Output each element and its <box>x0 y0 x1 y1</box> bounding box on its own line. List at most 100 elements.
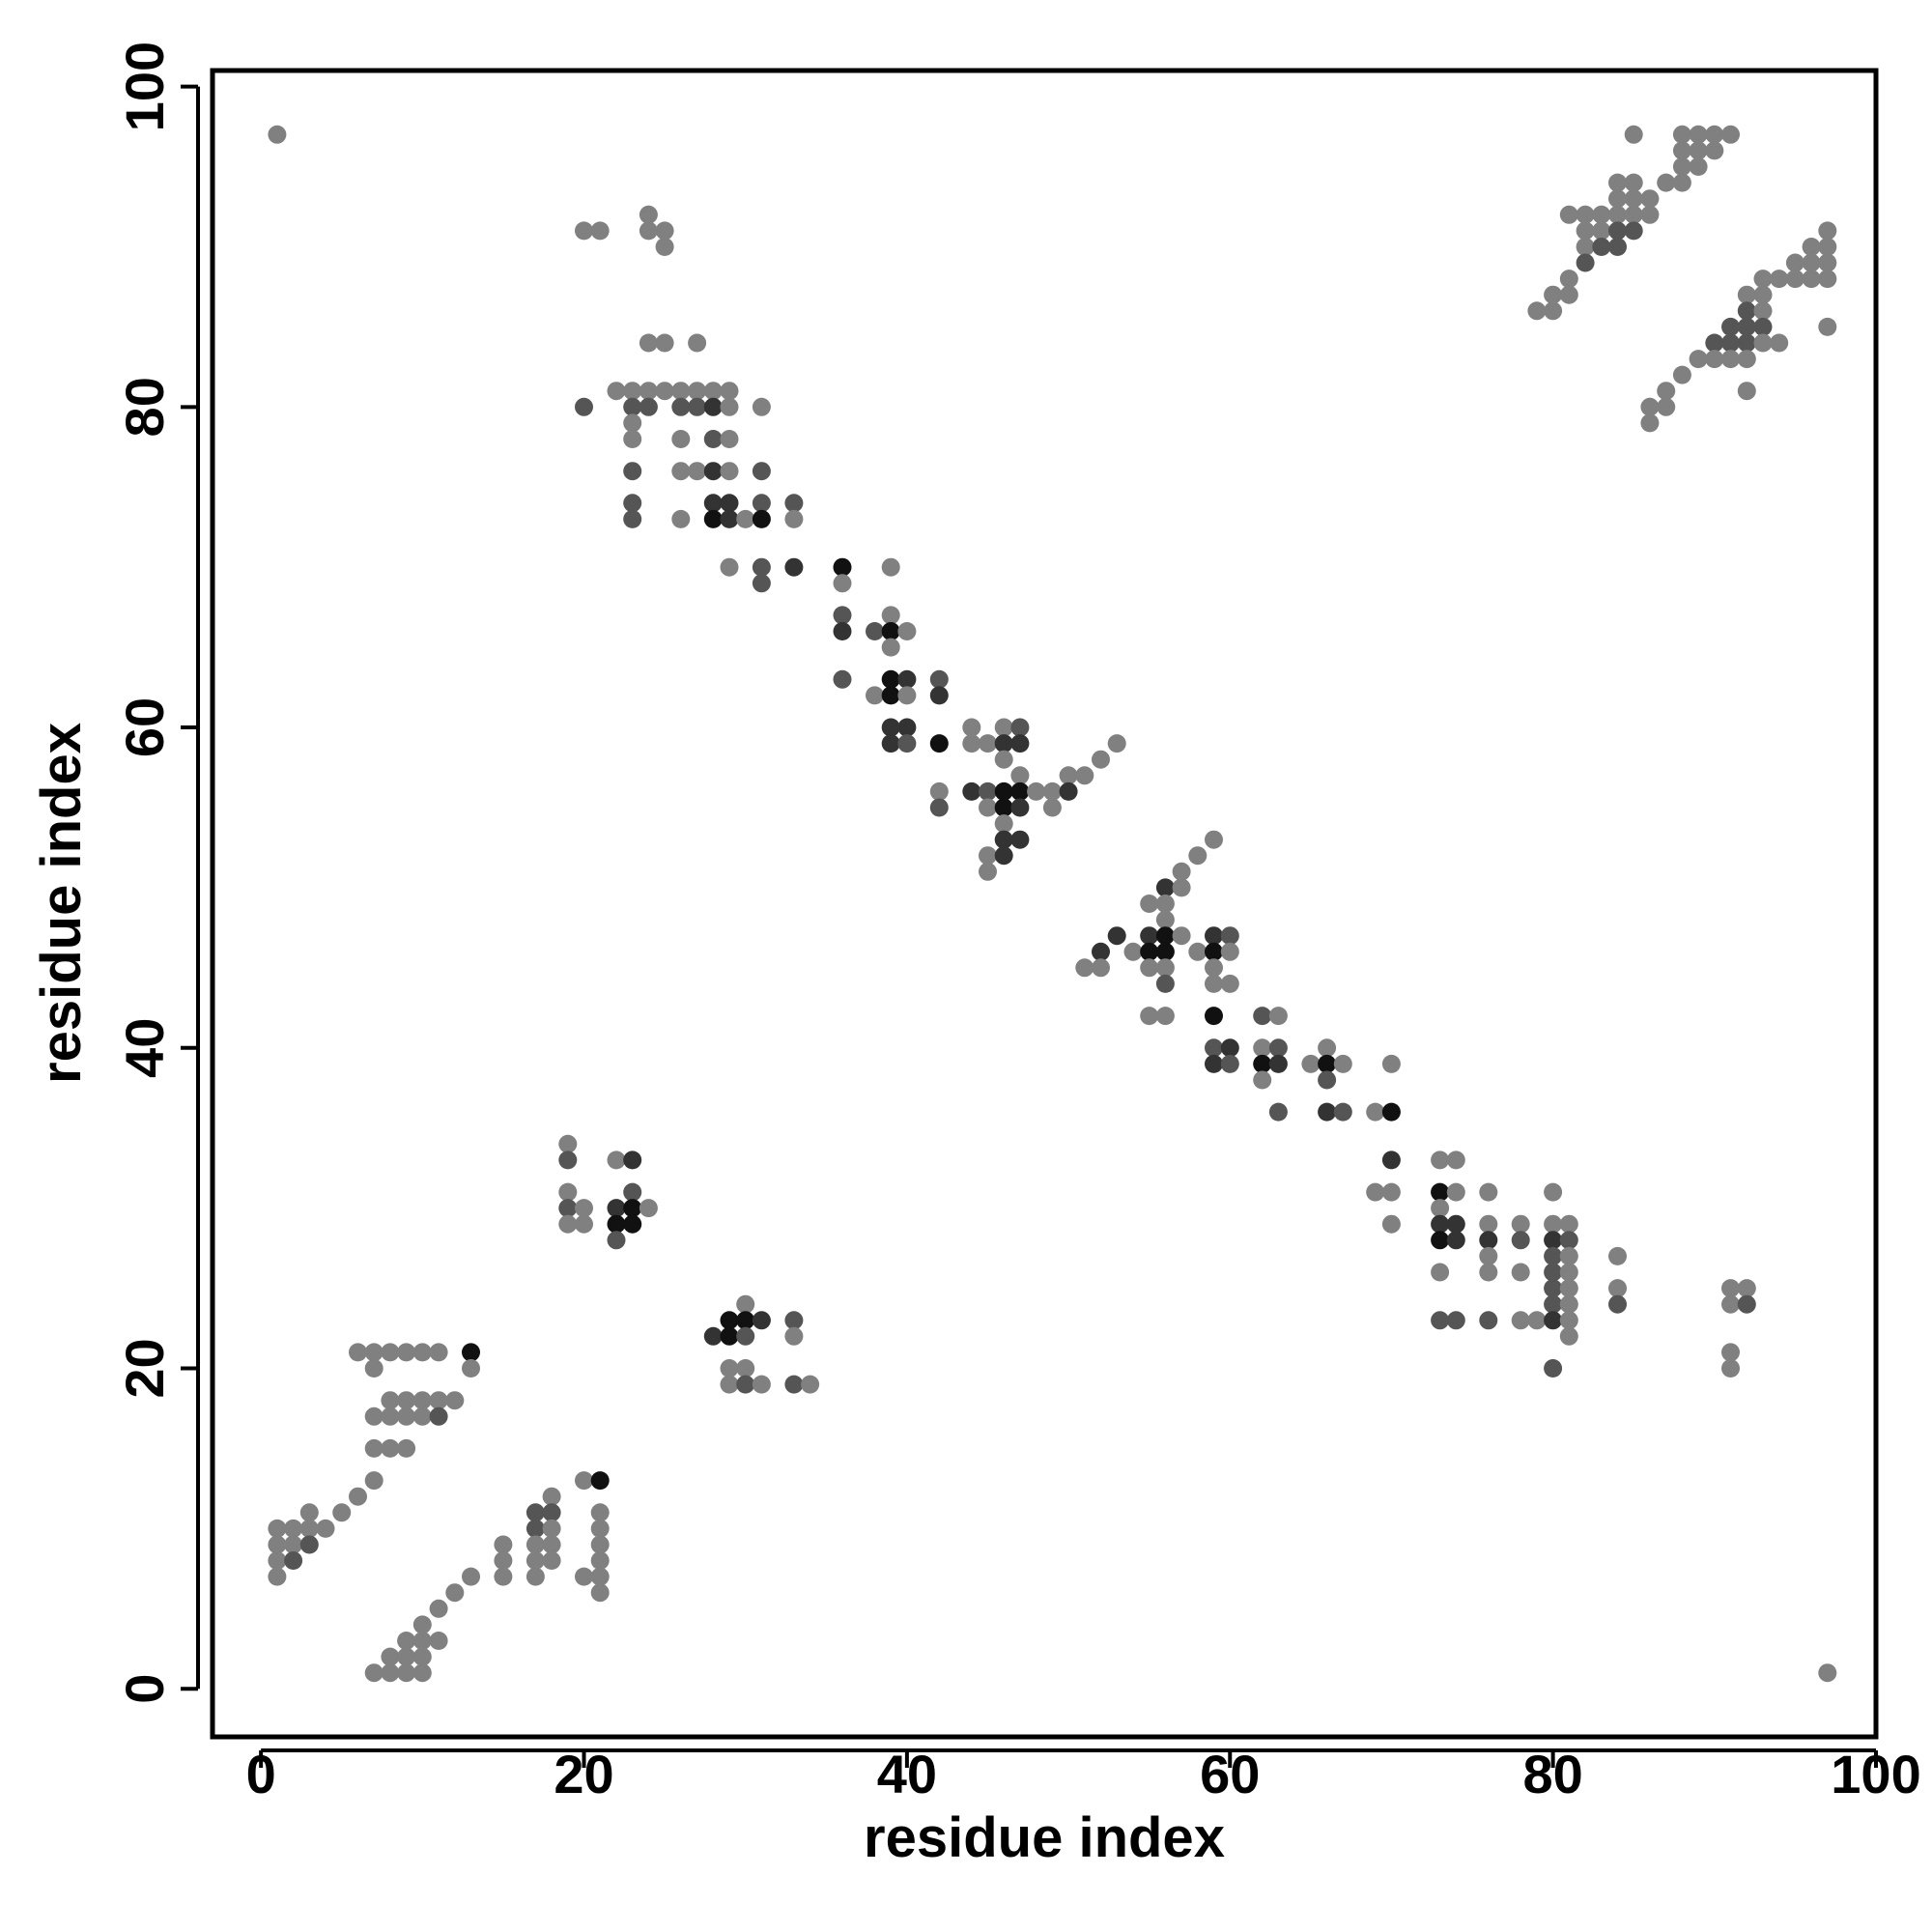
contact-point <box>1527 1311 1547 1330</box>
contact-point <box>1608 189 1627 209</box>
contact-point <box>1431 1311 1450 1330</box>
contact-point <box>607 1231 626 1250</box>
contact-point <box>397 1438 416 1458</box>
x-tick-label: 20 <box>554 1744 613 1804</box>
contact-point <box>1155 895 1175 913</box>
contact-point <box>833 622 852 640</box>
contact-point <box>462 1359 480 1378</box>
contact-point <box>1333 1054 1352 1073</box>
contact-point <box>299 1503 319 1522</box>
contact-point <box>542 1535 561 1554</box>
contact-point <box>623 494 642 513</box>
y-tick-label: 100 <box>114 42 175 131</box>
contact-point <box>268 1551 287 1570</box>
contact-point <box>429 1599 448 1618</box>
contact-point <box>1010 830 1030 849</box>
contact-point <box>381 1406 400 1426</box>
contact-point <box>607 1151 626 1170</box>
contact-point <box>1431 1231 1450 1250</box>
contact-point <box>881 557 900 577</box>
contact-point <box>881 606 900 625</box>
contact-point <box>1479 1214 1498 1234</box>
contact-point <box>268 125 287 144</box>
contact-point <box>1559 1326 1578 1346</box>
contact-point <box>1657 173 1676 192</box>
contact-point <box>929 686 949 705</box>
contact-point <box>558 1199 578 1218</box>
x-tick-label: 60 <box>1200 1744 1260 1804</box>
contact-point <box>1092 750 1110 769</box>
contact-point <box>688 333 707 353</box>
contact-point <box>1624 125 1643 144</box>
contact-point <box>833 557 852 577</box>
contact-point <box>833 606 852 625</box>
contact-point <box>752 1375 771 1394</box>
contact-point <box>720 397 739 416</box>
contact-point <box>1318 1038 1337 1058</box>
contact-point <box>299 1519 319 1538</box>
contact-point <box>494 1567 513 1586</box>
contact-point <box>962 718 981 737</box>
contact-point <box>381 1663 400 1683</box>
contact-point <box>349 1487 367 1506</box>
contact-point <box>1479 1246 1498 1265</box>
contact-point <box>1559 1214 1578 1234</box>
contact-point <box>881 686 900 705</box>
contact-point <box>623 397 642 416</box>
contact-point <box>1107 926 1126 946</box>
contact-point <box>897 718 917 737</box>
contact-point <box>284 1551 303 1570</box>
contact-point <box>736 1311 755 1330</box>
contact-point <box>1608 238 1627 256</box>
contact-point <box>381 1391 400 1410</box>
contact-point <box>429 1391 448 1410</box>
contact-point <box>1205 926 1223 946</box>
contact-point <box>1624 221 1643 241</box>
contact-point <box>607 382 626 401</box>
contact-point <box>429 1406 448 1426</box>
contact-point <box>1559 205 1578 224</box>
contact-point <box>1544 1279 1563 1298</box>
contact-point <box>412 1406 432 1426</box>
contact-point <box>866 686 884 705</box>
contact-point <box>526 1503 545 1522</box>
contact-point <box>1155 1007 1175 1026</box>
contact-point <box>1511 1231 1530 1250</box>
contact-point <box>655 238 674 256</box>
contact-point <box>1559 1231 1578 1250</box>
contact-point <box>1253 1054 1272 1073</box>
contact-point <box>1624 189 1643 209</box>
contact-point <box>962 734 981 753</box>
contact-point <box>494 1551 513 1570</box>
contact-point <box>1075 958 1094 978</box>
contact-point <box>897 669 917 689</box>
contact-point <box>1155 878 1175 897</box>
contact-point <box>784 557 804 577</box>
contact-point <box>590 1503 610 1522</box>
contact-point <box>784 1375 804 1394</box>
contact-point <box>1381 1054 1401 1073</box>
contact-point <box>397 1663 416 1683</box>
contact-point <box>1818 238 1837 256</box>
contact-point <box>1140 1007 1159 1026</box>
y-axis-title: residue index <box>30 723 93 1084</box>
contact-point <box>412 1343 432 1362</box>
contact-point <box>1721 317 1740 336</box>
contact-point <box>558 1182 578 1202</box>
contact-point <box>979 798 997 817</box>
contact-point <box>1576 205 1595 224</box>
contact-point <box>1431 1199 1450 1218</box>
contact-point <box>542 1503 561 1522</box>
contact-point <box>364 1359 384 1378</box>
contact-point <box>994 718 1013 737</box>
contact-point <box>575 397 593 416</box>
contact-point <box>1010 781 1030 801</box>
contact-point <box>1446 1182 1465 1202</box>
contact-point <box>1657 397 1676 416</box>
contact-point <box>752 462 771 481</box>
contact-point <box>1220 942 1239 961</box>
contact-point <box>994 814 1013 834</box>
contact-point <box>1318 1054 1337 1073</box>
contact-point <box>1205 1038 1223 1058</box>
